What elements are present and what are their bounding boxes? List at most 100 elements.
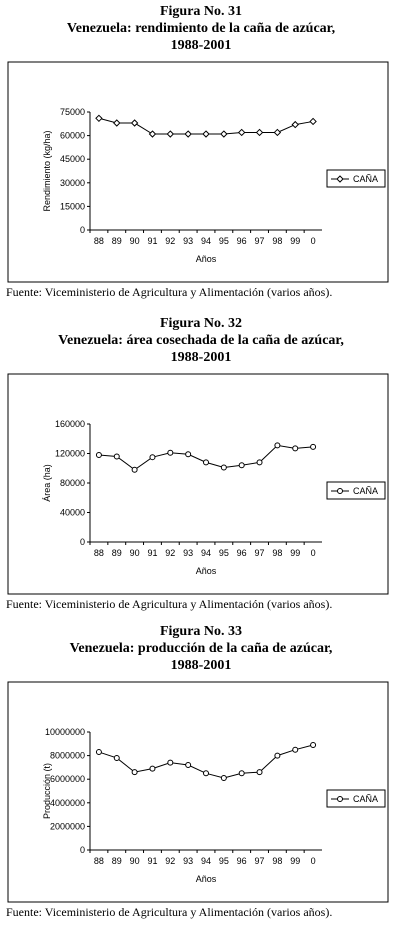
x-tick-label: 89 <box>112 236 122 246</box>
x-tick-label: 97 <box>255 856 265 866</box>
point <box>273 128 282 137</box>
point <box>113 754 120 761</box>
point <box>203 770 209 777</box>
point <box>256 769 263 776</box>
legend-marker <box>336 175 344 183</box>
x-tick-label: 99 <box>290 236 300 246</box>
point <box>95 451 102 458</box>
x-tick-label: 91 <box>147 548 157 558</box>
x-tick-label: 91 <box>147 856 157 866</box>
y-axis-label: Área (ha) <box>42 464 52 502</box>
x-tick-label: 93 <box>183 236 193 246</box>
point <box>167 449 174 456</box>
point <box>131 769 138 776</box>
point <box>149 454 156 461</box>
y-tick-label: 0 <box>80 537 85 547</box>
chart-frame <box>7 373 389 595</box>
point <box>113 119 121 127</box>
point <box>220 130 228 138</box>
x-tick-label: 88 <box>94 236 104 246</box>
y-tick-label: 4000000 <box>50 798 85 808</box>
point <box>184 130 192 138</box>
point <box>310 741 317 748</box>
point <box>237 128 246 137</box>
x-tick-label: 88 <box>94 856 104 866</box>
x-tick-label: 92 <box>165 236 175 246</box>
x-tick-label: 90 <box>130 856 140 866</box>
figure: Figura No. 31 Venezuela: rendimiento de l… <box>6 4 389 299</box>
x-tick-label: 96 <box>237 856 247 866</box>
y-tick-label: 60000 <box>60 131 85 141</box>
source-note: Fuente: Viceministerio de Agricultura y … <box>6 285 332 299</box>
point <box>203 459 209 466</box>
figure: Figura No. 33 Venezuela: producción de la… <box>6 624 389 919</box>
y-tick-label: 80000 <box>60 478 85 488</box>
x-tick-label: 95 <box>219 856 229 866</box>
legend-marker <box>337 796 343 802</box>
point <box>220 464 227 471</box>
y-tick-label: 10000000 <box>45 727 85 737</box>
y-tick-label: 0 <box>80 845 85 855</box>
legend-label: CAÑA <box>353 794 378 804</box>
y-tick-label: 6000000 <box>50 774 85 784</box>
point <box>220 775 227 782</box>
point <box>185 762 192 769</box>
y-tick-label: 120000 <box>55 449 85 459</box>
x-tick-label: 0 <box>311 548 316 558</box>
point <box>148 130 157 138</box>
figure-title: Venezuela: producción de la caña de azúc… <box>70 641 333 656</box>
x-tick-label: 93 <box>183 856 193 866</box>
y-tick-label: 45000 <box>60 154 85 164</box>
x-tick-label: 99 <box>290 856 300 866</box>
y-tick-label: 8000000 <box>50 751 85 761</box>
legend-label: CAÑA <box>353 174 378 184</box>
x-axis-label: Años <box>196 874 217 884</box>
figure-title: Venezuela: rendimiento de la caña de azú… <box>67 21 335 36</box>
point <box>292 746 299 753</box>
point <box>149 765 156 772</box>
point <box>310 443 317 450</box>
x-tick-label: 94 <box>201 548 211 558</box>
point <box>130 119 139 127</box>
x-tick-label: 98 <box>272 856 282 866</box>
point <box>255 128 264 137</box>
figure-title: 1988-2001 <box>171 38 232 53</box>
x-tick-label: 90 <box>130 236 140 246</box>
legend-label: CAÑA <box>353 486 378 496</box>
y-tick-label: 0 <box>80 225 85 235</box>
point <box>238 770 245 777</box>
x-tick-label: 92 <box>165 548 175 558</box>
y-tick-label: 75000 <box>60 107 85 117</box>
figure-title: 1988-2001 <box>171 350 232 365</box>
legend-box <box>326 481 386 500</box>
x-tick-label: 95 <box>219 236 229 246</box>
y-axis-label: Producción (t) <box>42 763 52 819</box>
x-tick-label: 90 <box>130 548 140 558</box>
point <box>131 466 138 473</box>
point <box>291 120 299 129</box>
point <box>274 752 281 759</box>
source-note: Fuente: Viceministerio de Agricultura y … <box>6 597 332 611</box>
figure-title: Figura No. 31 <box>160 4 242 19</box>
y-tick-label: 160000 <box>55 419 85 429</box>
x-tick-label: 89 <box>112 856 122 866</box>
legend-box <box>326 789 386 808</box>
x-tick-label: 0 <box>311 856 316 866</box>
figure-title: Figura No. 33 <box>160 624 242 639</box>
x-tick-label: 93 <box>183 548 193 558</box>
y-tick-label: 15000 <box>60 201 85 211</box>
point <box>166 130 175 138</box>
source-note: Fuente: Viceministerio de Agricultura y … <box>6 905 332 919</box>
point <box>309 117 317 126</box>
point <box>185 451 192 458</box>
x-axis-label: Años <box>196 254 217 264</box>
x-tick-label: 98 <box>272 236 282 246</box>
figure-title: Venezuela: área cosechada de la caña de … <box>58 333 344 348</box>
y-axis-label: Rendimiento (kg/ha) <box>42 130 52 211</box>
y-tick-label: 40000 <box>60 508 85 518</box>
point <box>256 459 263 466</box>
x-tick-label: 97 <box>255 548 265 558</box>
x-tick-label: 95 <box>219 548 229 558</box>
figure: Figura No. 32 Venezuela: área cosechada d… <box>6 316 389 611</box>
